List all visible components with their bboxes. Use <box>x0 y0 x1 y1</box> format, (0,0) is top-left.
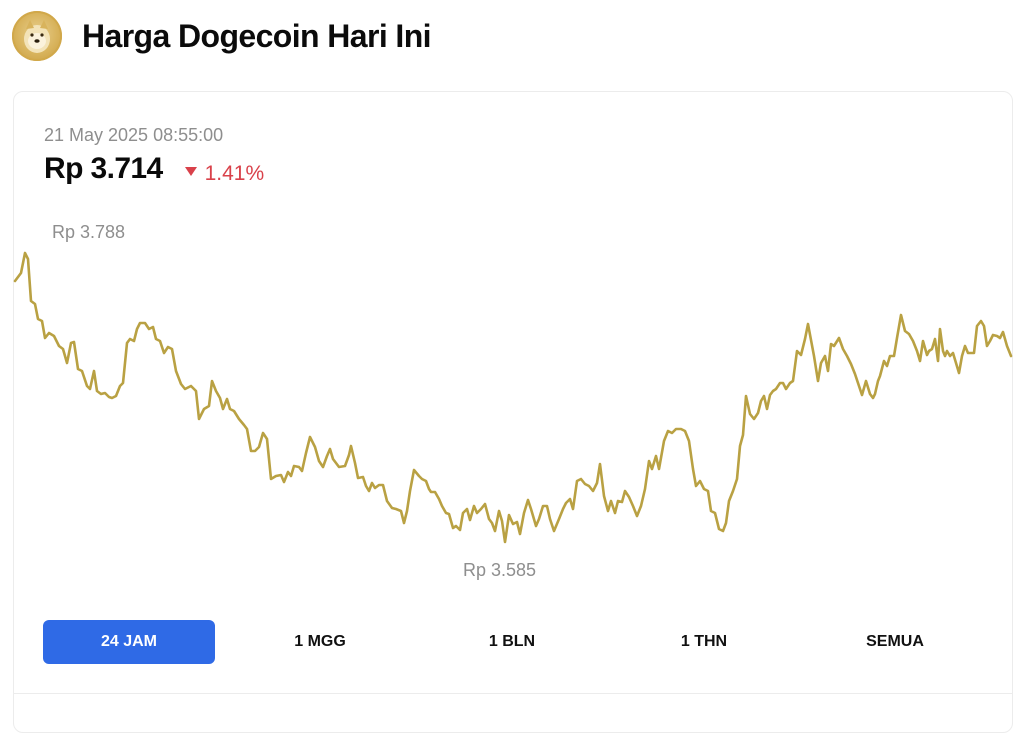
current-price: Rp 3.714 <box>44 152 163 185</box>
card-divider <box>14 693 1012 694</box>
chart-low-label: Rp 3.585 <box>463 560 537 580</box>
tab-1-mgg[interactable]: 1 MGG <box>294 633 346 650</box>
price-timestamp: 21 May 2025 08:55:00 <box>44 125 224 145</box>
price-chart-line[interactable] <box>1 1 1024 702</box>
tab-24-jam[interactable]: 24 JAM <box>43 620 215 664</box>
price-card: 21 May 2025 08:55:00 Rp 3.714 1.41% Rp 3… <box>13 91 1013 733</box>
chart-high-label: Rp 3.788 <box>52 222 126 242</box>
time-range-tabs: 24 JAM 1 MGG 1 BLN 1 THN SEMUA <box>43 620 1003 664</box>
tab-semua[interactable]: SEMUA <box>866 633 924 650</box>
price-change: 1.41% <box>184 161 265 186</box>
triangle-down-icon <box>184 167 197 176</box>
dogecoin-logo-icon <box>12 11 62 61</box>
tab-1-bln[interactable]: 1 BLN <box>488 633 536 650</box>
price-change-value: 1.41% <box>204 161 265 185</box>
price-row: Rp 3.714 1.41% <box>44 152 264 186</box>
price-chart <box>1 1 1024 702</box>
page-title: Harga Dogecoin Hari Ini <box>82 17 432 54</box>
page-header: Harga Dogecoin Hari Ini <box>12 10 432 62</box>
tab-1-thn[interactable]: 1 THN <box>680 633 728 650</box>
